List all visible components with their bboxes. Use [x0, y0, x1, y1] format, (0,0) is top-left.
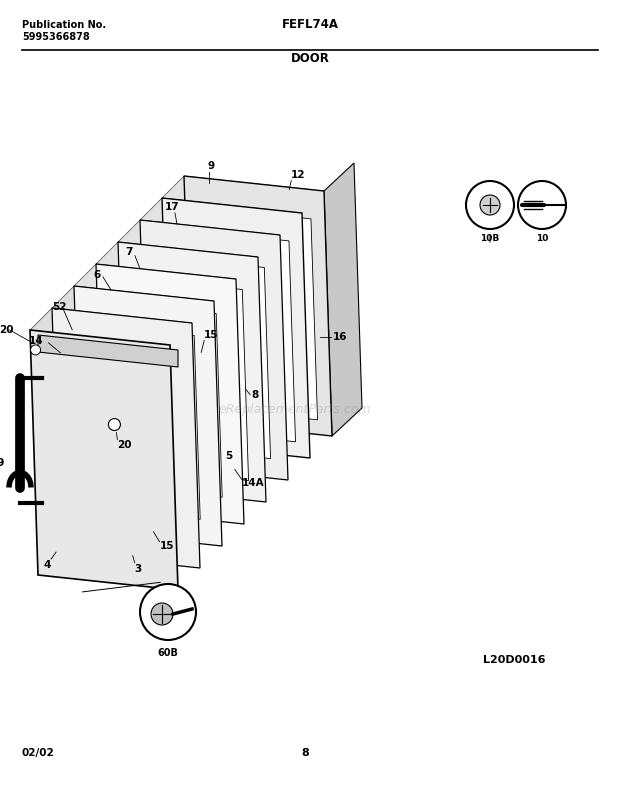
Polygon shape [96, 264, 244, 524]
Circle shape [518, 181, 566, 229]
Text: 14A: 14A [242, 478, 264, 488]
Text: 16: 16 [333, 331, 347, 342]
Text: 6: 6 [93, 270, 100, 280]
Text: Publication No.: Publication No. [22, 20, 106, 30]
Text: 12: 12 [291, 170, 306, 179]
Text: eReplacementParts.com: eReplacementParts.com [219, 404, 371, 416]
Text: L20D0016: L20D0016 [482, 655, 545, 665]
Text: 5995366878: 5995366878 [22, 32, 90, 42]
Polygon shape [199, 207, 317, 419]
Text: 10B: 10B [480, 234, 500, 243]
Polygon shape [177, 229, 296, 442]
Polygon shape [52, 308, 200, 568]
Polygon shape [184, 176, 332, 436]
Polygon shape [118, 220, 280, 257]
Text: 9: 9 [207, 161, 215, 171]
Text: 4: 4 [43, 560, 50, 570]
Polygon shape [162, 198, 310, 458]
Polygon shape [140, 220, 288, 480]
Text: 14: 14 [29, 336, 43, 346]
Text: 5: 5 [226, 450, 232, 461]
Text: 8: 8 [251, 389, 259, 400]
Circle shape [108, 419, 120, 431]
Text: 20: 20 [117, 439, 132, 450]
Circle shape [30, 345, 40, 355]
Circle shape [466, 181, 514, 229]
Text: FEFL74A: FEFL74A [281, 18, 339, 31]
Polygon shape [96, 325, 200, 519]
Polygon shape [74, 264, 236, 301]
Polygon shape [158, 256, 270, 458]
Text: 52: 52 [52, 302, 67, 312]
Polygon shape [30, 308, 192, 345]
Text: 02/02: 02/02 [22, 748, 55, 758]
Circle shape [480, 195, 500, 215]
Text: 15: 15 [159, 541, 174, 551]
Polygon shape [38, 335, 178, 367]
Polygon shape [118, 303, 222, 497]
Polygon shape [30, 330, 178, 590]
Polygon shape [136, 278, 249, 481]
Polygon shape [52, 286, 214, 323]
Polygon shape [140, 198, 302, 235]
Polygon shape [74, 286, 222, 546]
Text: 3: 3 [135, 564, 142, 573]
Circle shape [151, 603, 173, 625]
Polygon shape [324, 163, 362, 436]
Text: 39: 39 [0, 458, 4, 468]
Text: 10: 10 [536, 234, 548, 243]
Text: 20: 20 [0, 325, 14, 335]
Text: 8: 8 [301, 748, 309, 758]
Polygon shape [118, 242, 266, 502]
Text: 15: 15 [204, 331, 219, 340]
Text: 7: 7 [125, 247, 132, 257]
Circle shape [140, 584, 196, 640]
Polygon shape [162, 176, 324, 213]
Text: DOOR: DOOR [291, 52, 329, 65]
Polygon shape [96, 242, 258, 279]
Text: 60B: 60B [157, 648, 179, 658]
Text: 17: 17 [165, 202, 180, 212]
